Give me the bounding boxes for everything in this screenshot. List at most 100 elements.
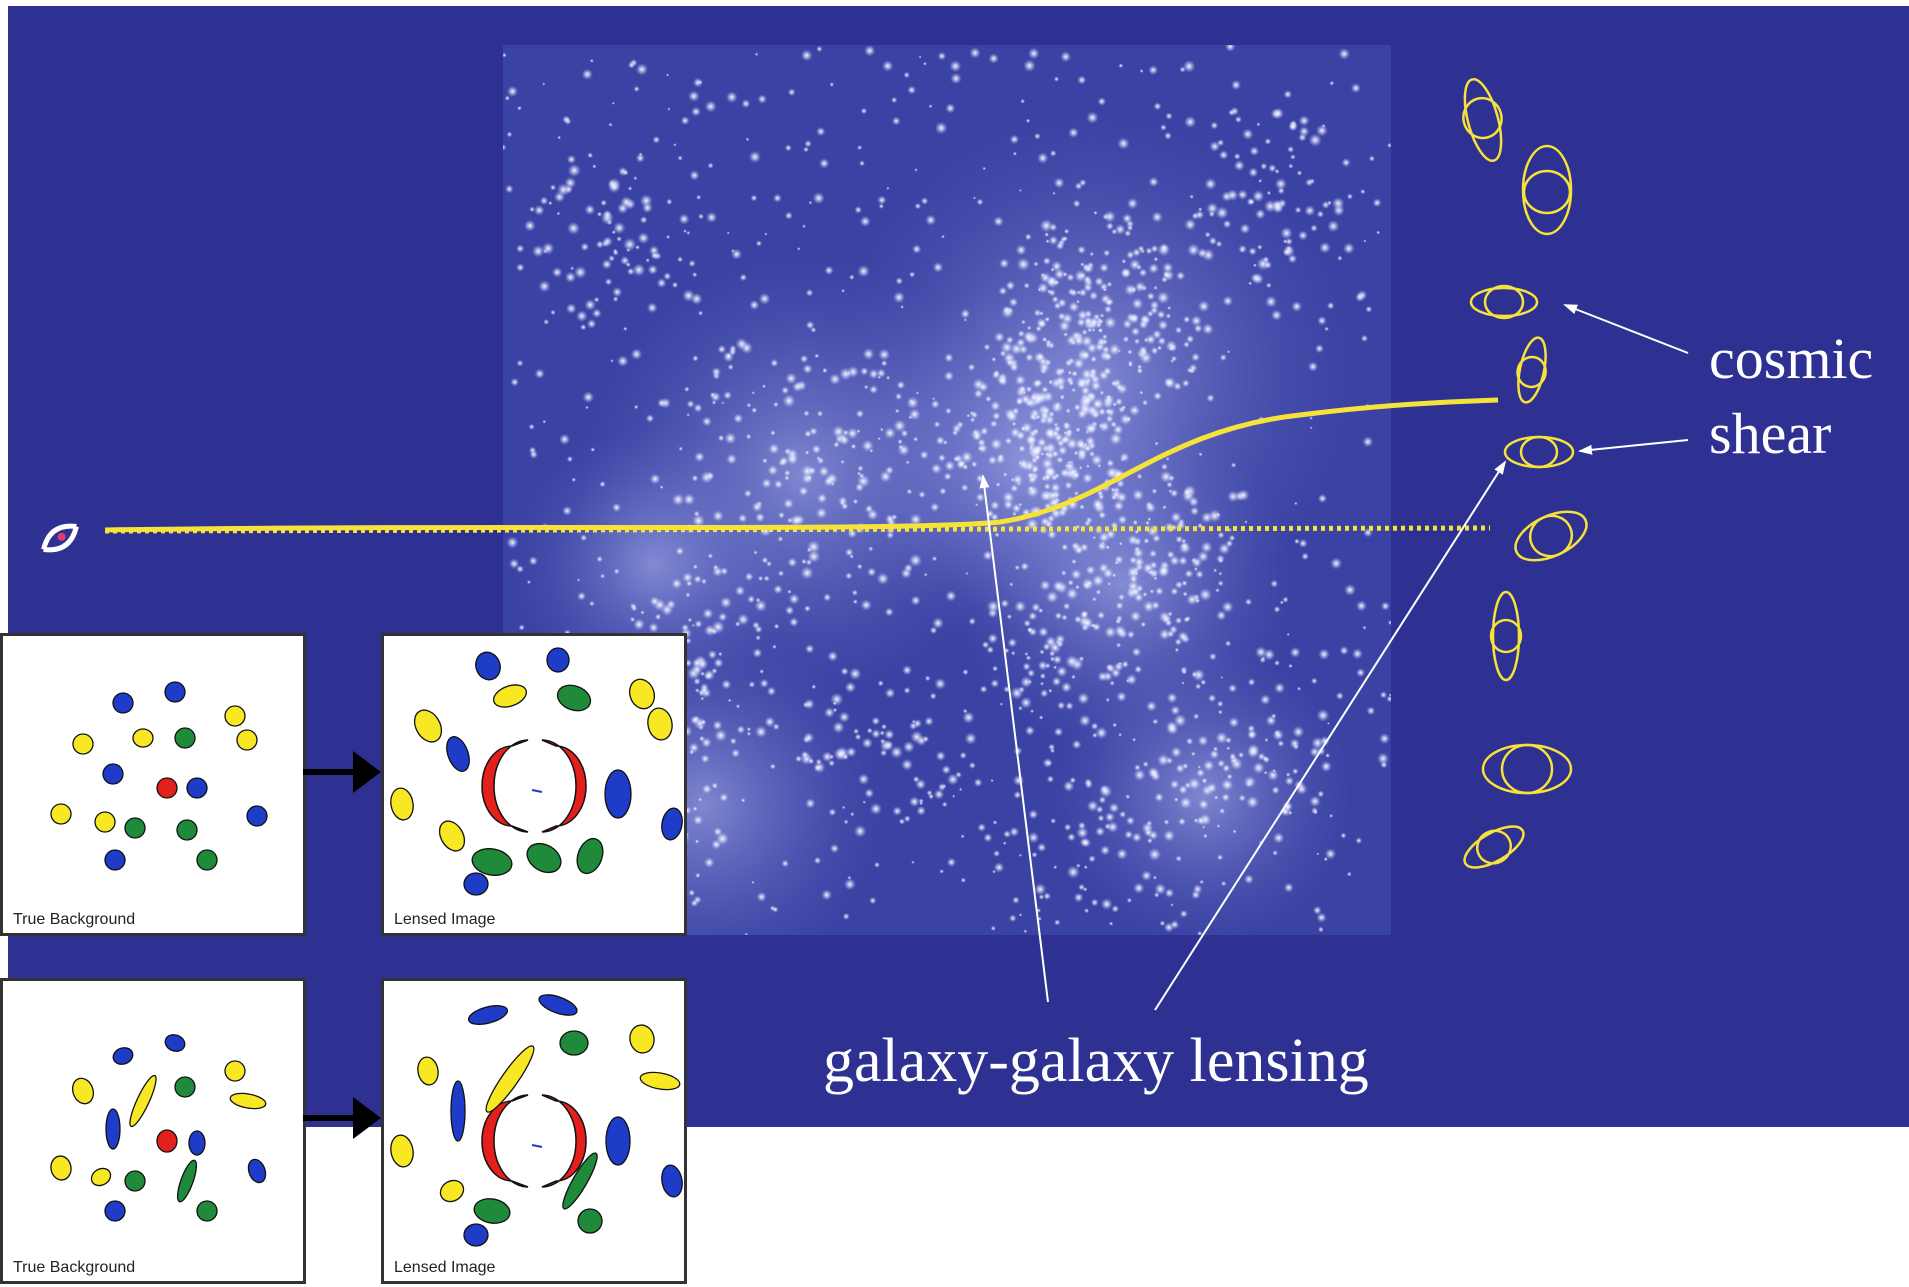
background-galaxy (413, 709, 443, 743)
sheared-galaxy (1481, 743, 1573, 795)
background-galaxy (576, 837, 604, 875)
background-galaxy (577, 1208, 603, 1234)
background-galaxy (526, 842, 562, 874)
background-galaxy (446, 736, 470, 772)
background-galaxy (174, 727, 196, 749)
background-galaxy (176, 1159, 198, 1203)
background-galaxy (647, 707, 673, 741)
background-galaxy (639, 1071, 681, 1091)
background-galaxy (104, 1200, 126, 1222)
background-galaxy (463, 1223, 489, 1247)
background-galaxy (546, 647, 570, 673)
background-galaxy (605, 1116, 631, 1166)
cosmic-shear-label-line1: cosmic (1709, 326, 1874, 391)
background-galaxy (439, 1179, 465, 1203)
background-galaxy (390, 787, 414, 821)
shear-pointer-arrow (1578, 439, 1689, 455)
background-galaxy (247, 1158, 267, 1184)
background-galaxy (246, 805, 268, 827)
lensed-light-path (104, 397, 1499, 533)
background-galaxy (467, 1005, 509, 1025)
background-galaxy (50, 803, 72, 825)
background-galaxy (112, 692, 134, 714)
unlensed-light-path (104, 525, 1491, 534)
background-galaxy (71, 1077, 95, 1105)
galaxy-field (50, 1034, 267, 1222)
background-galaxy (236, 729, 258, 751)
background-galaxy (628, 678, 656, 710)
background-galaxy (164, 1034, 186, 1052)
background-galaxy (174, 1076, 196, 1098)
lensed-image-panel-2: Lensed Image (381, 978, 687, 1284)
lensed-arc (481, 739, 587, 833)
eye-icon (41, 523, 79, 553)
background-galaxy (485, 1045, 535, 1113)
background-galaxy (471, 848, 513, 876)
background-galaxy (186, 777, 208, 799)
sheared-galaxy-column (1462, 77, 1588, 869)
background-galaxy (475, 651, 501, 681)
panel-label: Lensed Image (394, 1259, 496, 1276)
background-galaxy (224, 1060, 246, 1082)
background-galaxy (50, 1155, 72, 1181)
sheared-galaxy (1514, 510, 1588, 562)
background-galaxy (129, 1074, 157, 1128)
sheared-galaxy (1503, 435, 1575, 469)
background-galaxy (196, 1200, 218, 1222)
background-galaxy (124, 1170, 146, 1192)
background-galaxy (562, 1152, 598, 1210)
sheared-galaxy (1462, 77, 1503, 163)
background-galaxy (559, 1030, 589, 1056)
background-galaxy (629, 1024, 655, 1054)
cosmic-shear-label-line2: shear (1709, 401, 1832, 466)
background-galaxy (438, 820, 466, 852)
background-galaxy (417, 1056, 439, 1086)
background-galaxy (94, 811, 116, 833)
background-galaxy (390, 1134, 414, 1168)
lensing-pointer-arrow (1154, 460, 1507, 1011)
background-galaxy (176, 819, 198, 841)
background-galaxy (473, 1198, 511, 1224)
true-background-panel-1: True Background (0, 633, 306, 936)
sheared-galaxy (1489, 590, 1523, 682)
sheared-galaxy (1516, 336, 1547, 404)
lensed-image-panel-1: Lensed Image (381, 633, 687, 936)
background-galaxy (463, 872, 489, 896)
background-galaxy (104, 849, 126, 871)
background-galaxy (661, 807, 683, 841)
background-galaxy (102, 763, 124, 785)
background-galaxy (661, 1164, 683, 1198)
background-galaxy (105, 1108, 121, 1150)
galaxy-field (390, 994, 683, 1247)
galaxy-field (50, 681, 268, 871)
background-galaxy (164, 681, 186, 703)
panel-label: Lensed Image (394, 911, 496, 928)
background-galaxy (156, 777, 178, 799)
background-galaxy (132, 728, 154, 748)
background-galaxy (112, 1047, 134, 1065)
galaxy-galaxy-lensing-label: galaxy-galaxy lensing (823, 1027, 1369, 1095)
background-galaxy (229, 1092, 267, 1110)
sheared-galaxy (1521, 144, 1573, 236)
background-galaxy (188, 1130, 206, 1156)
background-galaxy (196, 849, 218, 871)
true-background-panel-2: True Background (0, 978, 306, 1284)
background-galaxy (224, 705, 246, 727)
background-galaxy (72, 733, 94, 755)
lensed-arc (481, 1094, 587, 1188)
background-galaxy (450, 1080, 466, 1142)
sheared-galaxy (1463, 825, 1525, 869)
background-galaxy (124, 817, 146, 839)
galaxy-field (390, 647, 683, 896)
lensing-pointer-arrow (979, 474, 1049, 1003)
background-galaxy (90, 1167, 112, 1187)
panel-label: True Background (13, 911, 136, 928)
background-galaxy (156, 1129, 178, 1153)
shear-pointer-arrow (1563, 304, 1689, 354)
background-galaxy (556, 684, 592, 712)
panel-label: True Background (13, 1259, 136, 1276)
transform-arrow (303, 751, 381, 793)
background-galaxy (538, 994, 578, 1016)
